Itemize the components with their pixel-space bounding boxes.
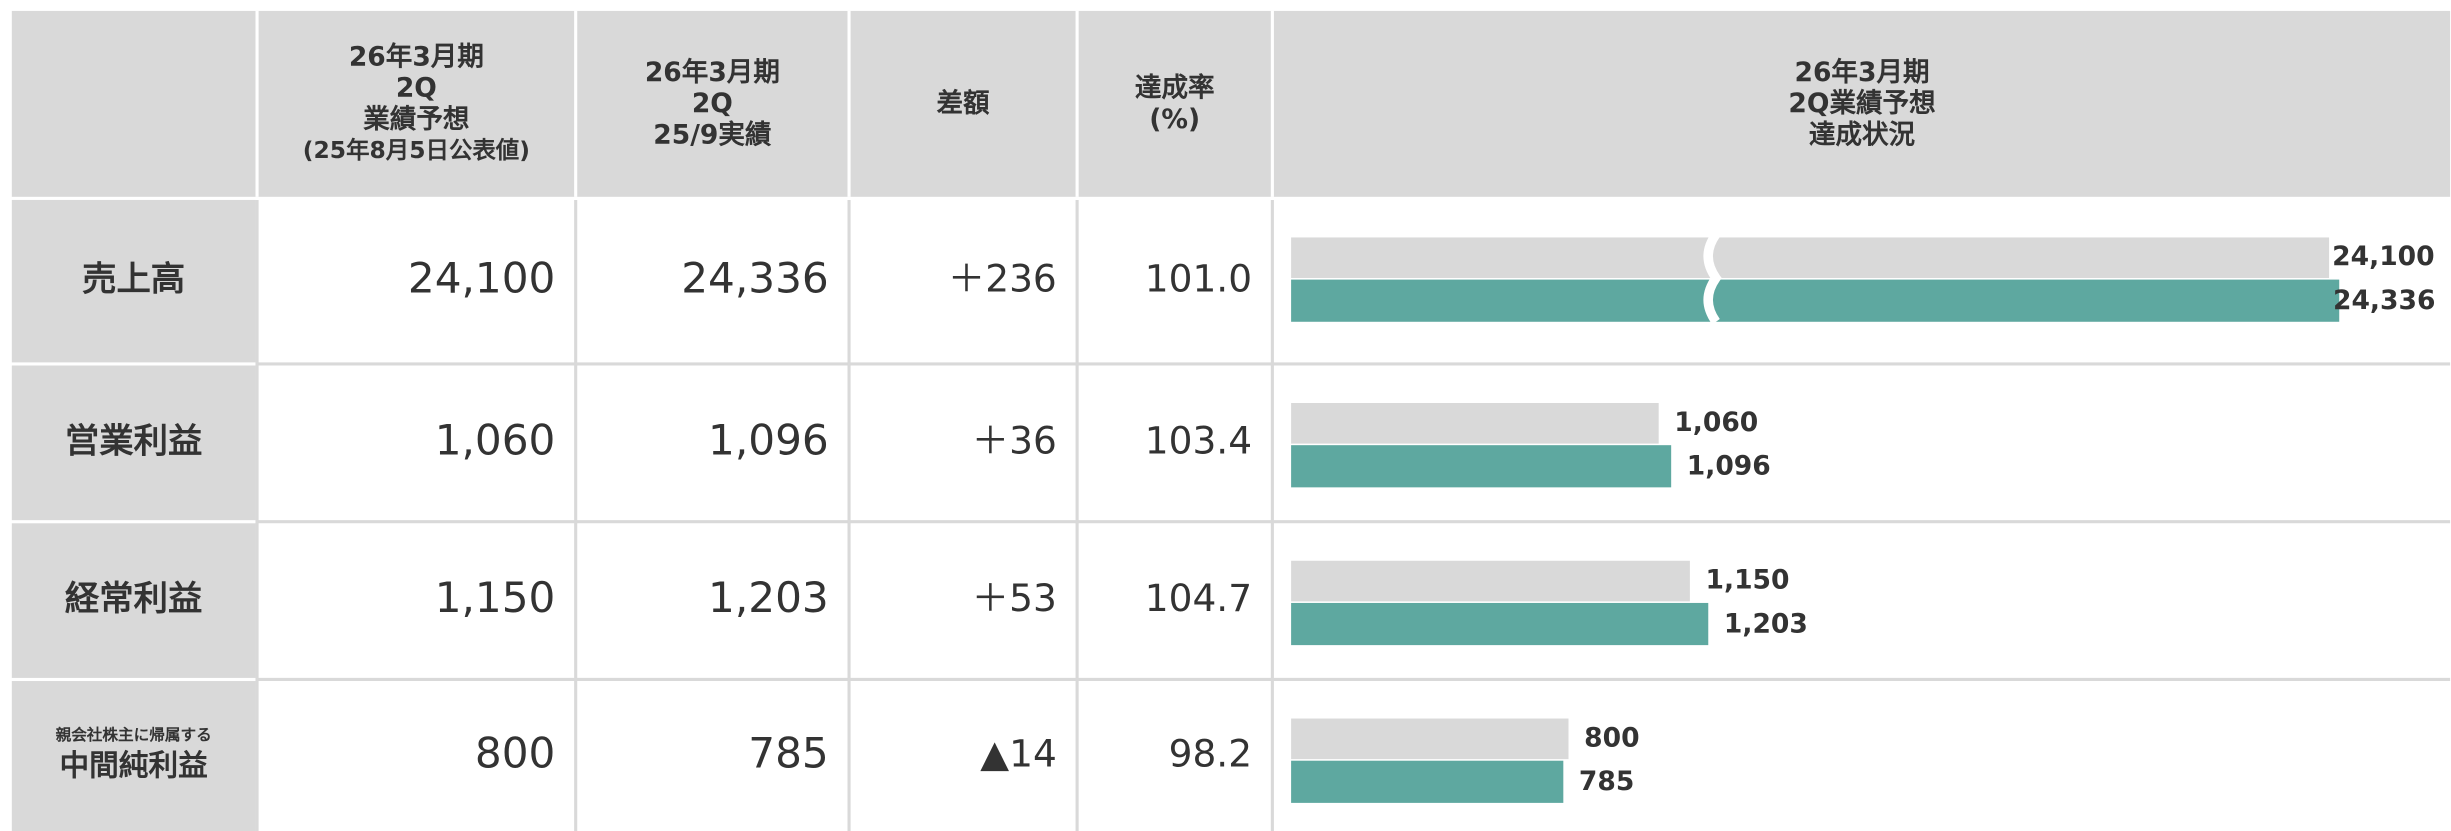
actual-bar-label: 24,336 <box>2333 285 2435 316</box>
row-label-bg <box>11 523 256 678</box>
actual-bar-label: 785 <box>1579 766 1634 797</box>
header-text: 2Q業績予想 <box>1788 88 1935 119</box>
row-label: 営業利益 <box>65 421 202 461</box>
row-label-bg <box>11 681 256 831</box>
header-text: (%) <box>1149 104 1200 135</box>
actual-cell: 1,096 <box>708 415 829 464</box>
header-text: 2Q <box>692 88 733 119</box>
plan-cell: 24,100 <box>408 254 556 303</box>
row-label: 中間純利益 <box>60 747 208 782</box>
header-text: 2Q <box>396 73 437 104</box>
header-text: 達成率 <box>1135 73 1215 104</box>
actual-bar-label: 1,096 <box>1687 451 1771 482</box>
row-label-bg <box>11 199 256 363</box>
actual-bar <box>1291 279 2340 322</box>
actual-bar-label: 1,203 <box>1724 608 1808 639</box>
actual-bar <box>1291 445 1672 488</box>
axis-break <box>1703 231 1722 325</box>
plan-bar <box>1291 403 1659 444</box>
actual-cell: 785 <box>748 729 828 778</box>
header-text: 差額 <box>937 88 991 119</box>
actual-cell: 1,203 <box>708 573 829 622</box>
plan-bar-label: 1,060 <box>1674 407 1758 438</box>
actual-bar <box>1291 602 1709 646</box>
rate-cell: 103.4 <box>1145 418 1252 462</box>
plan-bar <box>1291 718 1569 760</box>
row-label: 売上高 <box>82 260 185 300</box>
header-text: 業績予想 <box>363 104 469 135</box>
actual-bar <box>1291 760 1564 803</box>
row-label-note: 親会社株主に帰属する <box>56 725 212 744</box>
actual-cell: 24,336 <box>681 254 829 303</box>
rate-cell: 101.0 <box>1145 257 1252 301</box>
diff-cell: ＋236 <box>948 257 1057 301</box>
row-label: 経常利益 <box>65 579 202 619</box>
plan-bar <box>1291 560 1690 602</box>
plan-cell: 1,150 <box>435 573 556 622</box>
diff-cell: ＋36 <box>972 418 1057 462</box>
rate-cell: 104.7 <box>1145 576 1252 620</box>
diff-cell: ▲14 <box>980 732 1057 776</box>
header-text: 25/9実績 <box>653 119 772 150</box>
header-bg <box>11 10 2451 197</box>
row-label-bg <box>11 365 256 521</box>
header-text: (25年8月5日公表値) <box>303 136 530 164</box>
plan-bar-label: 800 <box>1584 722 1639 753</box>
plan-bar-label: 24,100 <box>2332 241 2434 272</box>
header-text: 26年3月期 <box>349 41 484 72</box>
header-text: 達成状況 <box>1809 119 1916 150</box>
header-text: 26年3月期 <box>1794 57 1929 88</box>
header-text: 26年3月期 <box>645 57 780 88</box>
diff-cell: ＋53 <box>972 576 1057 620</box>
plan-cell: 1,060 <box>435 415 556 464</box>
rate-cell: 98.2 <box>1169 732 1252 776</box>
plan-bar <box>1291 237 2330 279</box>
plan-bar-label: 1,150 <box>1706 565 1790 596</box>
plan-cell: 800 <box>475 729 555 778</box>
